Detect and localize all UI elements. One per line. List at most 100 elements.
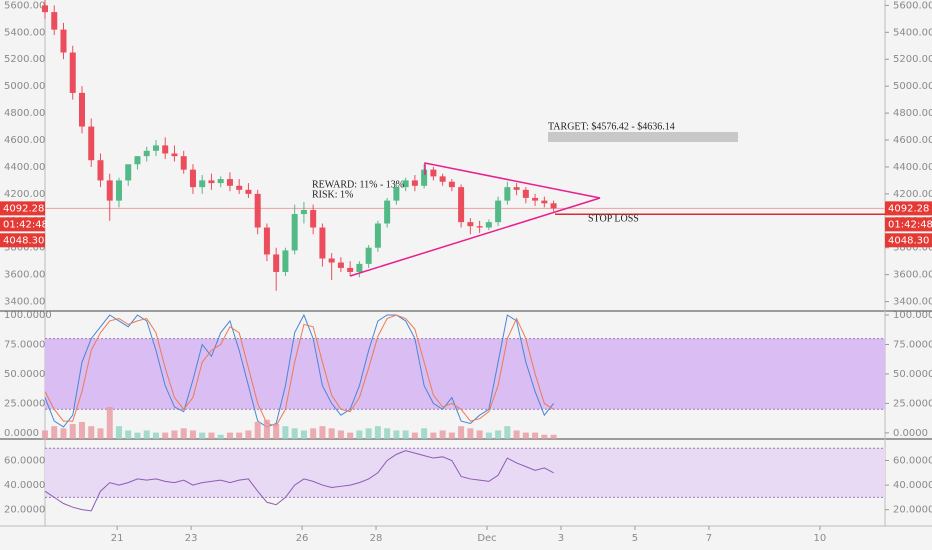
volume-bar xyxy=(245,430,252,439)
x-tick-label: 28 xyxy=(370,533,383,544)
candle-body xyxy=(439,176,446,182)
volume-bar xyxy=(180,428,187,439)
indicator-line xyxy=(44,314,554,427)
candle-body xyxy=(504,187,511,201)
y-tick-label-left: 50.0000 xyxy=(4,369,45,380)
y-tick-label-left: 40.0000 xyxy=(4,480,45,491)
candle-body xyxy=(485,222,492,228)
y-tick-label-left: 5200.00 xyxy=(4,54,45,65)
volume-bar xyxy=(476,430,483,439)
stop-loss-tag xyxy=(0,233,45,248)
y-tick-label-left: 75.0000 xyxy=(4,339,45,350)
last-price-tag-label: 4092.28 xyxy=(888,203,929,214)
candle-body xyxy=(152,145,159,151)
candle-body xyxy=(458,187,465,223)
candle-body xyxy=(199,180,206,188)
candle-body xyxy=(217,179,224,184)
volume-bar xyxy=(504,426,511,439)
candle-body xyxy=(300,210,307,215)
y-tick-label-left: 4600.00 xyxy=(4,135,45,146)
candle-body xyxy=(162,145,169,154)
volume-bar xyxy=(125,430,132,439)
x-tick-label: 3 xyxy=(558,533,564,544)
volume-bar xyxy=(152,432,159,439)
last-price-tag xyxy=(0,201,45,216)
candle-body xyxy=(171,153,178,157)
y-tick-label-left: 3600.00 xyxy=(4,270,45,281)
volume-bar xyxy=(356,430,363,439)
candle-body xyxy=(402,180,409,188)
y-tick-label: 4400.00 xyxy=(893,162,932,173)
volume-bar xyxy=(337,430,344,439)
candle-body xyxy=(291,214,298,251)
volume-bar xyxy=(550,434,557,439)
volume-bar xyxy=(291,428,298,439)
triangle-pattern xyxy=(349,162,601,277)
y-tick-label-left: 5000.00 xyxy=(4,81,45,92)
volume-bar xyxy=(171,430,178,439)
candle-body xyxy=(180,156,187,170)
y-tick-label-left: 3400.00 xyxy=(4,297,45,308)
y-tick-label-left: 4800.00 xyxy=(4,108,45,119)
target-zone xyxy=(548,132,738,142)
x-tick-label: 21 xyxy=(111,533,124,544)
candle-body xyxy=(319,227,326,259)
candle-body xyxy=(134,156,141,165)
candle-body xyxy=(448,181,455,188)
indicator-line xyxy=(44,450,554,512)
candle-body xyxy=(513,187,520,190)
volume-bar xyxy=(458,426,465,439)
last-price-tag-label: 4092.28 xyxy=(3,203,44,214)
countdown-tag xyxy=(885,217,932,232)
volume-bar xyxy=(365,428,372,439)
volume-bar xyxy=(115,426,122,439)
volume-bar xyxy=(236,432,243,439)
volume-bar xyxy=(51,426,58,439)
countdown-tag-label: 01:42:48 xyxy=(888,219,932,230)
candle-body xyxy=(541,200,548,204)
volume-bar xyxy=(374,426,381,439)
volume-bar xyxy=(448,432,455,439)
candle-body xyxy=(226,179,233,186)
volume-bar xyxy=(263,419,270,439)
candle-body xyxy=(143,150,150,157)
volume-bar xyxy=(162,432,169,439)
volume-bar xyxy=(421,428,428,439)
volume-bar xyxy=(254,421,261,439)
volume-bar xyxy=(134,432,141,439)
volume-bar xyxy=(300,430,307,439)
volume-bar xyxy=(217,434,224,439)
volume-bar xyxy=(42,430,48,439)
candle-body xyxy=(263,227,270,255)
candle-body xyxy=(51,12,58,30)
y-tick-label: 5000.00 xyxy=(893,81,932,92)
volume-bar xyxy=(439,430,446,439)
candle-body xyxy=(97,160,104,181)
y-tick-label-left: 100.0000 xyxy=(4,310,52,321)
volume-bar xyxy=(282,426,289,439)
candle-body xyxy=(245,189,252,194)
candle-body xyxy=(125,164,132,181)
y-tick-label: 60.0000 xyxy=(893,456,932,467)
y-tick-label: 5400.00 xyxy=(893,27,932,38)
candle-body xyxy=(42,5,48,13)
candle-body xyxy=(337,262,344,268)
volume-bar xyxy=(485,432,492,439)
y-tick-label: 40.0000 xyxy=(893,480,932,491)
candle-body xyxy=(393,187,400,201)
candle-body xyxy=(273,254,280,272)
volume-bar xyxy=(495,430,502,439)
y-tick-label: 100.0000 xyxy=(893,310,932,321)
volume-bar xyxy=(522,432,529,439)
band xyxy=(45,448,885,498)
candle-body xyxy=(347,267,354,272)
candle-body xyxy=(236,185,243,190)
candle-body xyxy=(208,180,215,184)
volume-bar xyxy=(189,430,196,439)
volume-bar xyxy=(310,428,317,439)
candle-body xyxy=(106,180,113,201)
reward-label: REWARD: 11% - 13% xyxy=(312,179,404,190)
y-tick-label-left: 5600.00 xyxy=(4,0,45,11)
x-tick-label: 10 xyxy=(814,533,827,544)
y-tick-label: 25.0000 xyxy=(893,398,932,409)
